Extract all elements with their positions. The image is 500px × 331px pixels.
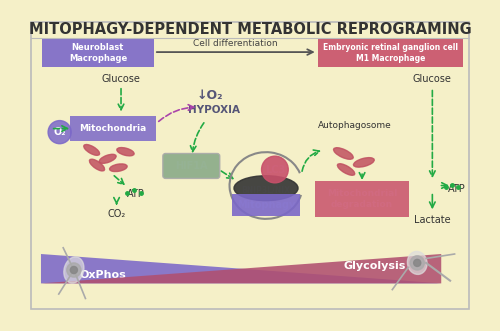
Text: ATP: ATP	[128, 189, 145, 199]
FancyBboxPatch shape	[232, 194, 300, 216]
Text: Glucose: Glucose	[413, 74, 452, 84]
Text: Mitochondria: Mitochondria	[80, 124, 146, 133]
Circle shape	[70, 266, 78, 274]
Ellipse shape	[338, 164, 354, 175]
Text: Autophagosome: Autophagosome	[318, 120, 392, 129]
Text: Glucose: Glucose	[102, 74, 140, 84]
Text: HIF1A: HIF1A	[175, 161, 208, 171]
Text: OxPhos: OxPhos	[80, 270, 126, 280]
Text: HYPOXIA: HYPOXIA	[188, 105, 240, 115]
FancyBboxPatch shape	[163, 154, 220, 178]
Text: LC3: LC3	[265, 165, 285, 174]
Ellipse shape	[84, 145, 100, 155]
Text: ATP: ATP	[448, 184, 465, 194]
FancyBboxPatch shape	[318, 39, 464, 67]
Ellipse shape	[354, 158, 374, 167]
Ellipse shape	[408, 251, 427, 274]
Text: CO₂: CO₂	[108, 209, 126, 219]
Circle shape	[48, 120, 71, 144]
Text: Lactate: Lactate	[414, 215, 451, 225]
Circle shape	[262, 156, 288, 183]
Text: O₂: O₂	[54, 127, 66, 137]
FancyBboxPatch shape	[315, 181, 409, 217]
Ellipse shape	[64, 257, 84, 283]
Text: Cell differentiation: Cell differentiation	[194, 39, 278, 48]
FancyBboxPatch shape	[42, 39, 154, 67]
Polygon shape	[41, 254, 441, 283]
Text: Neuroblast
Macrophage: Neuroblast Macrophage	[69, 43, 127, 63]
Text: BNIP3L/NIX: BNIP3L/NIX	[242, 185, 290, 194]
Text: Glycolysis: Glycolysis	[344, 260, 406, 270]
Circle shape	[414, 260, 421, 266]
FancyBboxPatch shape	[70, 116, 156, 141]
Circle shape	[410, 256, 424, 270]
Text: Mitochondrial
degradation: Mitochondrial degradation	[327, 189, 398, 209]
Text: ↓O₂: ↓O₂	[196, 89, 223, 102]
Ellipse shape	[117, 148, 134, 156]
Ellipse shape	[90, 159, 104, 171]
Text: Mitophagy: Mitophagy	[237, 200, 295, 210]
Circle shape	[67, 263, 81, 277]
Ellipse shape	[234, 176, 298, 201]
Text: Embryonic retinal ganglion cell
M1 Macrophage: Embryonic retinal ganglion cell M1 Macro…	[323, 43, 458, 63]
Ellipse shape	[334, 148, 353, 159]
Text: MITOPHAGY-DEPENDENT METABOLIC REPROGRAMING: MITOPHAGY-DEPENDENT METABOLIC REPROGRAMI…	[28, 23, 471, 37]
Ellipse shape	[110, 164, 127, 171]
Ellipse shape	[99, 154, 116, 164]
Polygon shape	[41, 254, 441, 283]
